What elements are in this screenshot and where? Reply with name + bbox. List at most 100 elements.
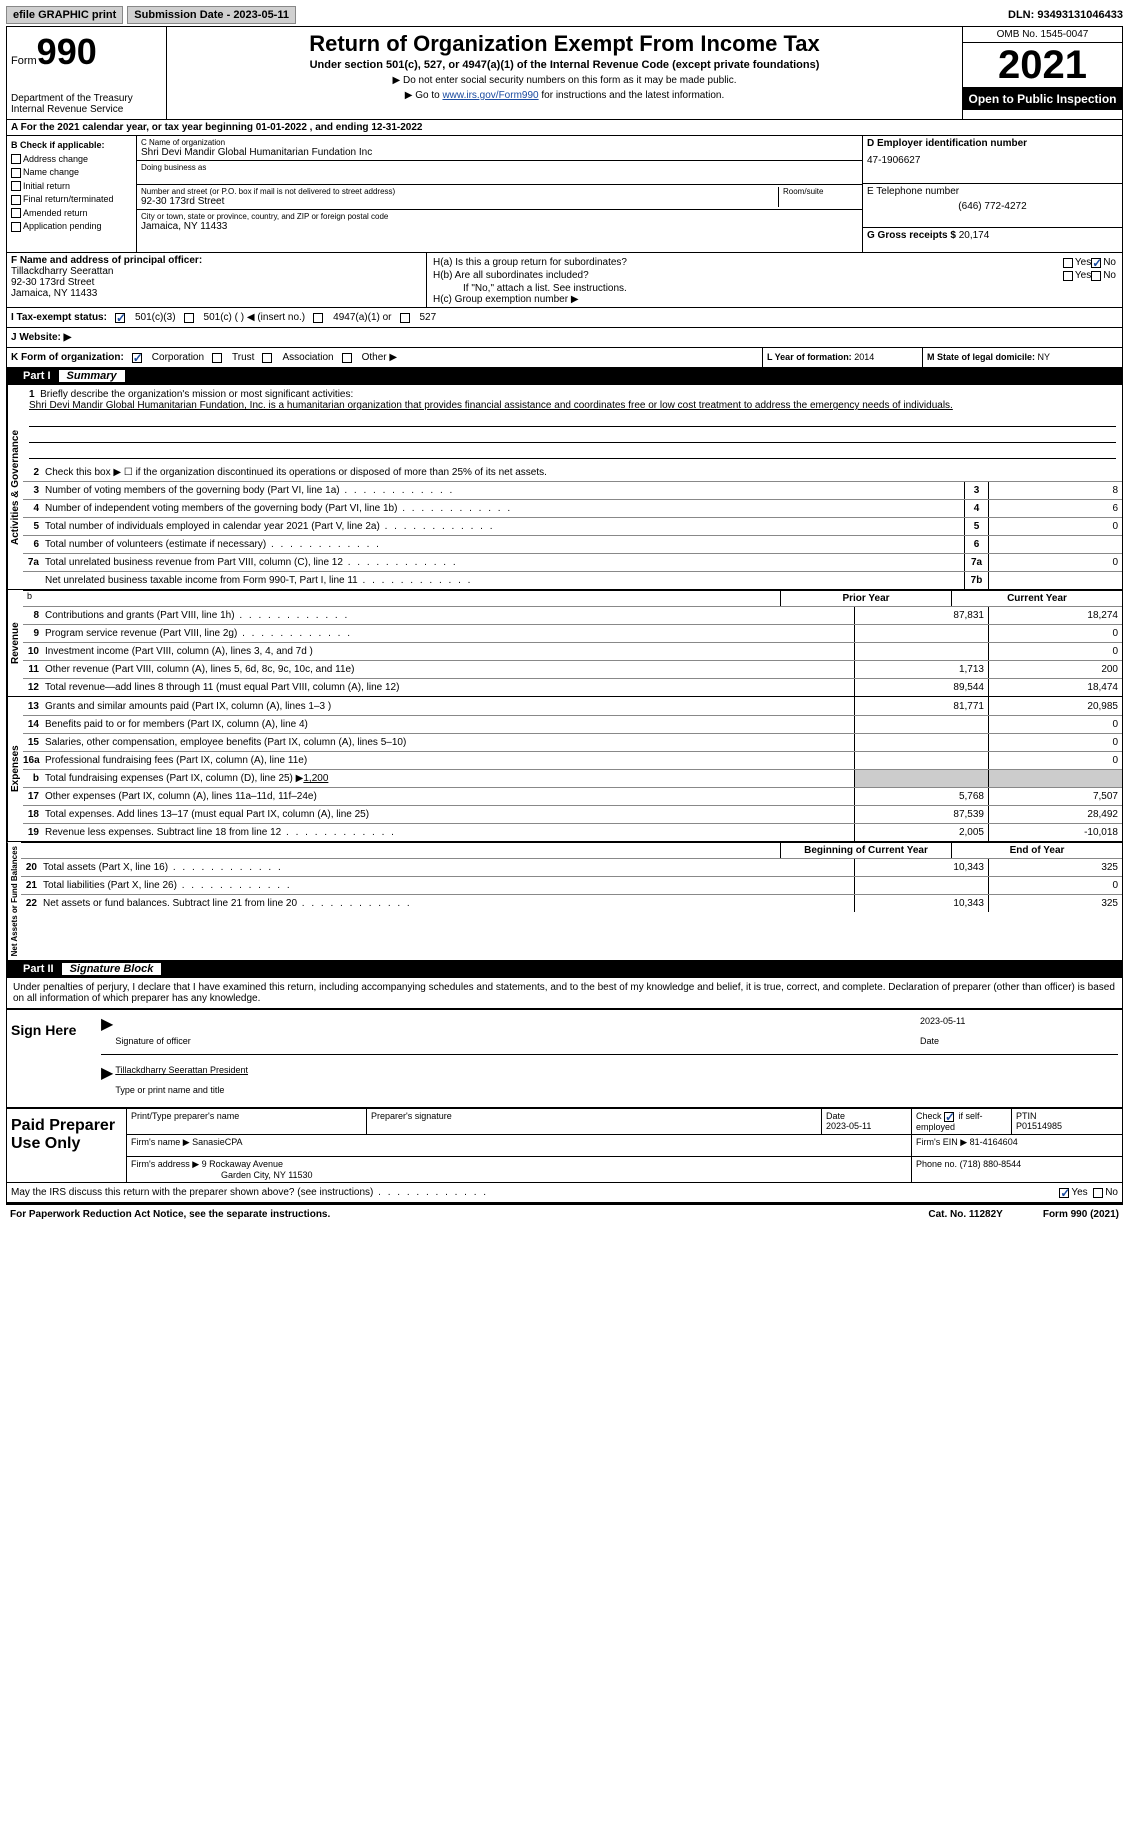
chk-trust[interactable]: [212, 353, 222, 363]
chk-hb-no[interactable]: [1091, 271, 1101, 281]
p14: [854, 716, 988, 733]
p18: 87,539: [854, 806, 988, 823]
chk-amended[interactable]: [11, 208, 21, 218]
chk-501c[interactable]: [184, 313, 194, 323]
v6: [988, 536, 1122, 553]
chk-ha-no[interactable]: [1091, 258, 1101, 268]
c19: -10,018: [988, 824, 1122, 841]
c21: 0: [988, 877, 1122, 894]
p21: [854, 877, 988, 894]
line-klm: K Form of organization: Corporation Trus…: [6, 348, 1123, 368]
form-title: Return of Organization Exempt From Incom…: [173, 31, 956, 57]
omb-number: OMB No. 1545-0047: [963, 27, 1122, 43]
chk-527[interactable]: [400, 313, 410, 323]
p17: 5,768: [854, 788, 988, 805]
c12: 18,474: [988, 679, 1122, 696]
section-fh: F Name and address of principal officer:…: [6, 253, 1123, 308]
chk-initial[interactable]: [11, 181, 21, 191]
p20: 10,343: [854, 859, 988, 876]
preparer-block: Paid Preparer Use Only Print/Type prepar…: [6, 1108, 1123, 1183]
hc-line: H(c) Group exemption number ▶: [433, 294, 1116, 305]
chk-name[interactable]: [11, 168, 21, 178]
bottom-line: For Paperwork Reduction Act Notice, see …: [6, 1203, 1123, 1224]
line-i: I Tax-exempt status: 501(c)(3) 501(c) ( …: [6, 308, 1123, 328]
vlabel-activities: Activities & Governance: [7, 385, 23, 589]
chk-self-employed[interactable]: [944, 1112, 954, 1122]
vlabel-netassets: Net Assets or Fund Balances: [7, 842, 21, 960]
tax-year: 2021: [963, 43, 1122, 88]
line-a: A For the 2021 calendar year, or tax yea…: [6, 120, 1123, 136]
chk-501c3[interactable]: [115, 313, 125, 323]
c18: 28,492: [988, 806, 1122, 823]
p19: 2,005: [854, 824, 988, 841]
v7b: [988, 572, 1122, 589]
p12: 89,544: [854, 679, 988, 696]
summary-section1: Activities & Governance 1 Briefly descri…: [6, 385, 1123, 590]
chk-pending[interactable]: [11, 222, 21, 232]
chk-address[interactable]: [11, 154, 21, 164]
c9: 0: [988, 625, 1122, 642]
c15: 0: [988, 734, 1122, 751]
chk-discuss-no[interactable]: [1093, 1188, 1103, 1198]
c11: 200: [988, 661, 1122, 678]
chk-assoc[interactable]: [262, 353, 272, 363]
top-bar: efile GRAPHIC print Submission Date - 20…: [6, 6, 1123, 24]
firm-phone: (718) 880-8544: [960, 1159, 1022, 1169]
irs-label: Internal Revenue Service: [11, 104, 162, 115]
p8: 87,831: [854, 607, 988, 624]
firm-ein: 81-4164604: [970, 1137, 1018, 1147]
efile-btn[interactable]: efile GRAPHIC print: [6, 6, 123, 24]
officer-sig-name: Tillackdharry Seerattan President: [113, 1063, 1118, 1083]
form-subtitle: Under section 501(c), 527, or 4947(a)(1)…: [173, 59, 956, 71]
chk-hb-yes[interactable]: [1063, 271, 1073, 281]
year-formation: 2014: [854, 352, 874, 362]
chk-4947[interactable]: [313, 313, 323, 323]
section-bcdeg: B Check if applicable: Address change Na…: [6, 136, 1123, 253]
sign-block: Sign Here ▶2023-05-11 ▶Signature of offi…: [6, 1009, 1123, 1108]
submission-date: Submission Date - 2023-05-11: [127, 6, 296, 24]
phone: (646) 772-4272: [867, 201, 1118, 212]
open-inspection: Open to Public Inspection: [963, 88, 1122, 110]
c20: 325: [988, 859, 1122, 876]
c8: 18,274: [988, 607, 1122, 624]
summary-section2: Revenue bPrior YearCurrent Year 8Contrib…: [6, 590, 1123, 697]
v3: 8: [988, 482, 1122, 499]
vlabel-expenses: Expenses: [7, 697, 23, 841]
c10: 0: [988, 643, 1122, 660]
c14: 0: [988, 716, 1122, 733]
form-header: Form990 Department of the Treasury Inter…: [6, 26, 1123, 120]
p10: [854, 643, 988, 660]
prep-date: 2023-05-11: [826, 1121, 871, 1131]
sig-date: 2023-05-11: [918, 1014, 1118, 1034]
p9: [854, 625, 988, 642]
form-word: Form: [11, 55, 37, 67]
p22: 10,343: [854, 895, 988, 912]
c16a: 0: [988, 752, 1122, 769]
summary-section4: Net Assets or Fund Balances Beginning of…: [6, 842, 1123, 961]
chk-other[interactable]: [342, 353, 352, 363]
chk-ha-yes[interactable]: [1063, 258, 1073, 268]
v4: 6: [988, 500, 1122, 517]
perjury-text: Under penalties of perjury, I declare th…: [6, 978, 1123, 1009]
irs-link[interactable]: www.irs.gov/Form990: [442, 90, 538, 101]
part2-header: Part II Signature Block: [6, 961, 1123, 978]
p15: [854, 734, 988, 751]
chk-discuss-yes[interactable]: [1059, 1188, 1069, 1198]
gross-receipts: 20,174: [959, 230, 990, 241]
city: Jamaica, NY 11433: [141, 221, 858, 232]
street: 92-30 173rd Street: [141, 196, 778, 207]
vlabel-revenue: Revenue: [7, 590, 23, 696]
dept-treasury: Department of the Treasury: [11, 93, 162, 104]
form-number: 990: [37, 31, 97, 72]
p11: 1,713: [854, 661, 988, 678]
summary-section3: Expenses 13Grants and similar amounts pa…: [6, 697, 1123, 842]
v5: 0: [988, 518, 1122, 535]
chk-final[interactable]: [11, 195, 21, 205]
dln: DLN: 93493131046433: [1008, 9, 1123, 21]
chk-corp[interactable]: [132, 353, 142, 363]
ptin: P01514985: [1016, 1121, 1062, 1131]
discuss-line: May the IRS discuss this return with the…: [6, 1183, 1123, 1203]
firm-name: SanasieCPA: [192, 1137, 242, 1147]
part1-header: Part I Summary: [6, 368, 1123, 385]
org-name: Shri Devi Mandir Global Humanitarian Fun…: [141, 147, 858, 158]
